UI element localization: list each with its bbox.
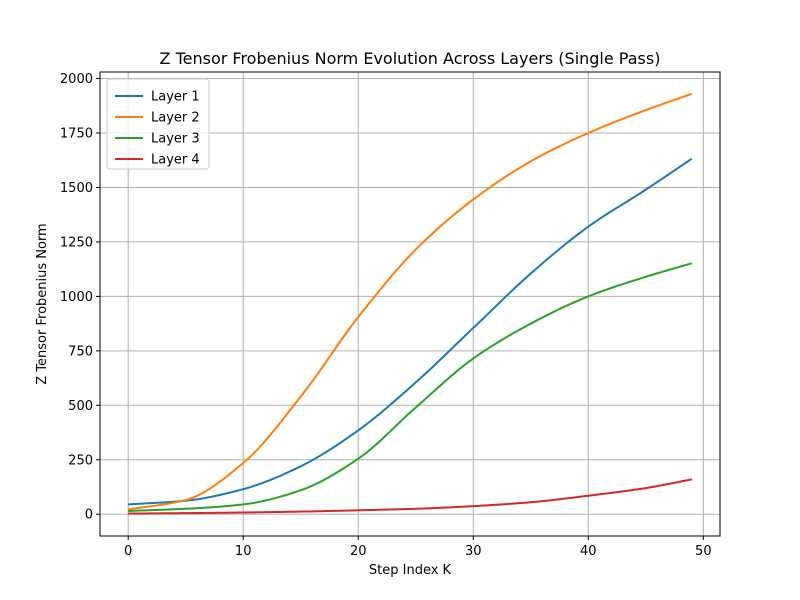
y-tick-label: 1750 — [60, 126, 93, 141]
y-tick-label: 2000 — [60, 72, 93, 87]
series-line-layer-2 — [128, 92, 693, 511]
legend-label-layer-2: Layer 2 — [151, 111, 200, 126]
y-tick-label: 1000 — [60, 290, 93, 305]
x-tick-label: 20 — [350, 544, 367, 559]
y-tick-label: 1500 — [60, 181, 93, 196]
legend-label-layer-3: Layer 3 — [151, 132, 200, 147]
y-tick-label: 250 — [68, 453, 93, 468]
y-tick-label: 0 — [85, 508, 93, 523]
series-lines — [128, 92, 693, 515]
legend-box — [106, 78, 210, 170]
x-tick-label: 40 — [580, 544, 597, 559]
axis-ticks: 0 10 20 30 40 5002505007501000125015001750200… — [60, 72, 712, 559]
y-tick-label: 1250 — [60, 235, 93, 250]
x-tick-label: 0 — [124, 544, 132, 559]
series-line-layer-4 — [128, 478, 693, 515]
chart-title: Z Tensor Frobenius Norm Evolution Across… — [160, 49, 661, 68]
x-tick-label: 10 — [235, 544, 252, 559]
x-tick-label: 30 — [465, 544, 482, 559]
legend: Layer 1 Layer 2 Layer 3 Layer 4 — [106, 78, 210, 170]
y-tick-label: 500 — [68, 399, 93, 414]
legend-label-layer-4: Layer 4 — [151, 153, 200, 168]
legend-label-layer-1: Layer 1 — [151, 90, 200, 105]
plot-frame — [99, 71, 721, 537]
series-line-layer-3 — [128, 262, 693, 512]
grid — [100, 72, 720, 536]
x-axis-label: Step Index K — [369, 563, 452, 578]
y-axis-label: Z Tensor Frobenius Norm — [35, 223, 50, 384]
series-line-layer-1 — [128, 157, 693, 506]
x-tick-label: 50 — [695, 544, 712, 559]
y-tick-label: 750 — [68, 344, 93, 359]
